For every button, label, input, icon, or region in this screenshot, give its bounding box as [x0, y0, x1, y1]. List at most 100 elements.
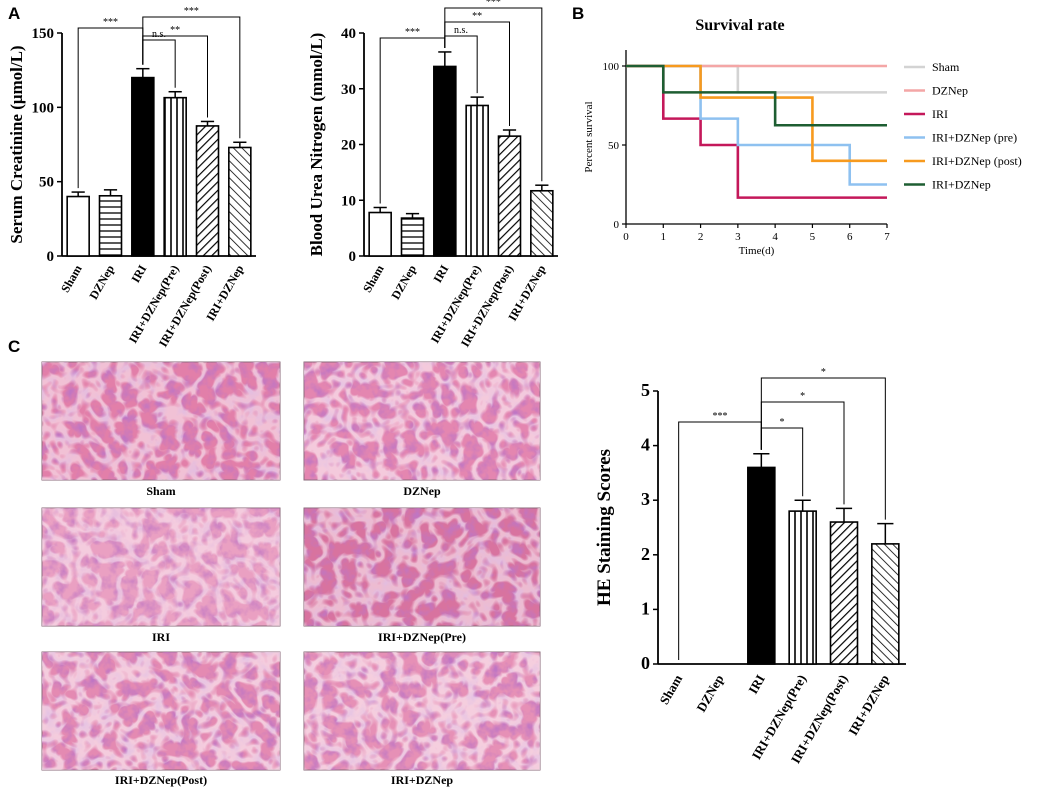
x-tick-label: 3: [735, 231, 741, 243]
he-score-bar-chart: 0 1 2 3 4 5 HE Staining Scores Sham DZNep IRI IRI+…: [594, 367, 906, 766]
legend-label-iri-dznep-post: IRI+DZNep (post): [932, 154, 1022, 168]
caption-iri-dznep: IRI+DZNep: [391, 773, 454, 787]
y-axis-label: HE Staining Scores: [594, 449, 615, 606]
bar-iri-dznep-post: [195, 125, 220, 257]
x-tick-label: 6: [847, 231, 853, 243]
significance-label: **: [472, 11, 482, 22]
series-line-iri-dznep: [626, 64, 887, 127]
significance-label: ***: [184, 6, 199, 17]
significance-label: *: [821, 367, 826, 378]
y-axis-label: Serum Creatinine (μmol/L): [7, 45, 26, 243]
bar-iri-dznep-post: [829, 521, 859, 665]
series-line-iri: [626, 64, 887, 199]
significance-bracket: [444, 7, 543, 182]
significance-bracket: [760, 377, 886, 520]
series-line-iri-dznep-post: [626, 64, 887, 163]
survival-line-chart: Survival rate 0 1 2 3 4 5 6 7 0 50 100 Time(d) Percen…: [583, 17, 1022, 257]
x-tick-label: 5: [810, 231, 816, 243]
legend-label-sham: Sham: [932, 60, 960, 74]
caption-iri-dznep-post: IRI+DZNep(Post): [115, 773, 207, 787]
y-tick-label: 4: [641, 435, 650, 455]
x-tick-label: 4: [772, 231, 778, 243]
y-tick-label: 30: [341, 82, 356, 98]
y-tick-label: 150: [32, 26, 55, 42]
y-tick-label: 0: [47, 249, 55, 265]
x-tick-label: 1: [661, 231, 667, 243]
significance-label: ***: [405, 27, 420, 38]
creatinine-bar-chart: 0 50 100 150 Serum Creatinine (μmol/L) Sham DZ…: [7, 6, 256, 349]
bun-bar-chart: 0 10 20 30 40 Blood Urea Nitrogen (mmol/L) Sha…: [307, 0, 558, 349]
significance-bracket: [142, 16, 241, 139]
x-axis-label: Time(d): [739, 245, 775, 257]
x-tick-label: 0: [623, 231, 629, 243]
y-axis-label: Percent survival: [583, 101, 595, 172]
y-tick-label: 100: [603, 61, 620, 73]
micrograph-iri: IRI: [41, 507, 281, 644]
panel-label-b: B: [572, 4, 584, 23]
y-tick-label: 100: [32, 100, 55, 116]
category-label-dznep: DZNep: [388, 262, 419, 302]
category-label-iri-dznep: IRI+DZNep: [845, 672, 892, 738]
significance-label: ***: [486, 0, 501, 8]
bar-sham: [66, 195, 90, 257]
bar-iri-dznep: [530, 189, 554, 257]
series-line-sham: [626, 64, 887, 94]
panel-label-c: C: [8, 337, 20, 356]
bar-iri-dznep-pre: [788, 510, 817, 665]
bar-iri: [433, 65, 457, 257]
y-tick-label: 2: [641, 544, 650, 564]
y-tick-label: 50: [608, 140, 620, 152]
caption-sham: Sham: [146, 484, 175, 498]
y-tick-label: 0: [614, 219, 620, 231]
bar-iri-dznep: [228, 146, 252, 257]
bar-iri-dznep-post: [497, 135, 522, 257]
bar-iri-dznep: [871, 543, 900, 665]
bar-dznep: [98, 194, 123, 257]
significance-label: **: [170, 25, 180, 36]
y-tick-label: 1: [641, 598, 650, 618]
bar-iri: [131, 76, 155, 257]
bar-iri: [747, 466, 776, 665]
y-tick-label: 3: [641, 489, 650, 509]
y-axis-label: Blood Urea Nitrogen (mmol/L): [307, 33, 326, 257]
survival-title: Survival rate: [695, 17, 784, 34]
category-label-dznep: DZNep: [86, 262, 117, 302]
micrograph-iri-dznep: IRI+DZNep: [303, 651, 541, 787]
significance-label: ***: [103, 17, 118, 28]
bar-dznep: [400, 217, 425, 257]
category-label-iri: IRI: [128, 262, 149, 285]
caption-dznep: DZNep: [403, 484, 441, 498]
legend-label-iri-dznep-pre: IRI+DZNep (pre): [932, 131, 1017, 145]
significance-label: ***: [713, 411, 728, 422]
y-tick-label: 5: [641, 380, 650, 400]
y-tick-label: 50: [39, 175, 54, 191]
legend-label-dznep: DZNep: [932, 84, 968, 98]
bar-iri-dznep-pre: [465, 104, 489, 257]
he-micrograph-grid: Sham DZNep IRI IRI+DZNep(Pre) IRI+DZNep(…: [41, 361, 541, 787]
significance-label: *: [780, 417, 785, 428]
micrograph-dznep: DZNep: [303, 361, 541, 498]
category-label-iri: IRI: [745, 672, 768, 696]
significance-label: n.s.: [454, 25, 468, 36]
x-tick-label: 7: [884, 231, 890, 243]
category-label-dznep: DZNep: [693, 672, 726, 715]
y-tick-label: 0: [349, 249, 357, 265]
x-tick-label: 2: [698, 231, 704, 243]
category-label-sham: Sham: [656, 672, 685, 707]
legend-label-iri: IRI: [932, 107, 948, 121]
caption-iri: IRI: [152, 630, 170, 644]
significance-label: *: [800, 391, 805, 402]
category-label-sham: Sham: [360, 262, 387, 294]
category-label-sham: Sham: [58, 262, 85, 294]
legend-label-iri-dznep: IRI+DZNep: [932, 178, 991, 192]
y-tick-label: 20: [341, 138, 356, 154]
panel-label-a: A: [8, 4, 20, 23]
significance-label: n.s.: [152, 29, 166, 40]
micrograph-iri-dznep-pre: IRI+DZNep(Pre): [303, 507, 541, 644]
micrograph-sham: Sham: [41, 361, 281, 498]
micrograph-iri-dznep-post: IRI+DZNep(Post): [41, 651, 281, 787]
bar-iri-dznep-pre: [163, 96, 187, 257]
y-tick-label: 40: [341, 26, 356, 42]
caption-iri-dznep-pre: IRI+DZNep(Pre): [378, 630, 466, 644]
